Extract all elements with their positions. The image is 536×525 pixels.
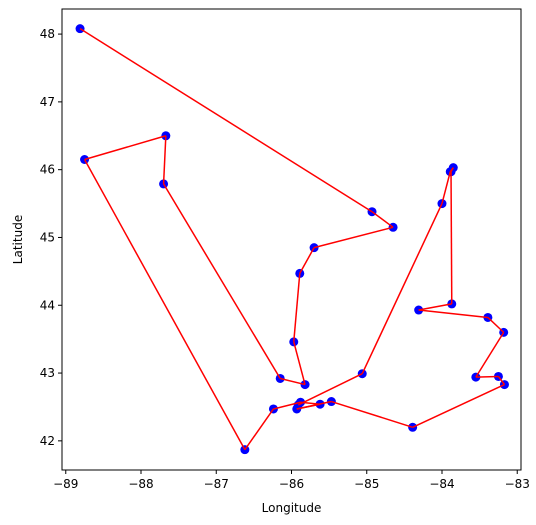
route-segment	[497, 375, 506, 386]
route-segment	[162, 135, 167, 184]
y-tick-label: 48	[40, 27, 55, 41]
route-segment	[280, 377, 306, 386]
x-tick-label: −83	[505, 477, 530, 491]
route-segment	[475, 331, 505, 378]
route-segment	[331, 400, 413, 429]
route-segment	[79, 28, 373, 213]
y-tick-label: 45	[40, 230, 55, 244]
route-segment	[296, 400, 332, 410]
route-lines	[79, 28, 506, 451]
route-segment	[371, 211, 394, 228]
route-segment	[487, 316, 505, 333]
route-segment	[293, 341, 306, 385]
route-segment	[361, 203, 443, 375]
x-tick-label: −84	[429, 477, 454, 491]
y-tick-label: 44	[40, 298, 55, 312]
route-segment	[244, 408, 275, 451]
y-tick-label: 47	[40, 95, 55, 109]
route-segment	[313, 226, 394, 249]
route-segment	[418, 309, 488, 319]
route-segment	[84, 135, 167, 161]
route-segment	[83, 159, 246, 451]
route-segment	[299, 247, 315, 274]
route-segment	[475, 375, 499, 378]
route-segment	[441, 171, 451, 204]
x-axis-ticks: −89 −88 −87 −86 −85 −84 −83	[53, 470, 530, 491]
y-tick-label: 43	[40, 366, 55, 380]
x-tick-label: −89	[53, 477, 78, 491]
y-tick-label: 46	[40, 163, 55, 177]
y-axis-label: Latitude	[11, 215, 25, 264]
route-segment	[273, 401, 301, 410]
route-segment	[297, 373, 363, 406]
plot-background	[62, 9, 521, 470]
y-tick-label: 42	[40, 434, 55, 448]
route-segment	[449, 167, 454, 173]
x-tick-label: −86	[279, 477, 304, 491]
route-segment	[412, 383, 505, 428]
route-segment	[293, 273, 301, 342]
route-segment	[162, 183, 281, 379]
x-tick-label: −85	[354, 477, 379, 491]
x-tick-label: −87	[204, 477, 229, 491]
route-segment	[450, 171, 453, 304]
y-axis-ticks: 42 43 44 45 46 47 48	[40, 27, 62, 448]
route-segment	[418, 303, 452, 311]
x-tick-label: −88	[128, 477, 153, 491]
x-axis-label: Longitude	[262, 501, 322, 515]
